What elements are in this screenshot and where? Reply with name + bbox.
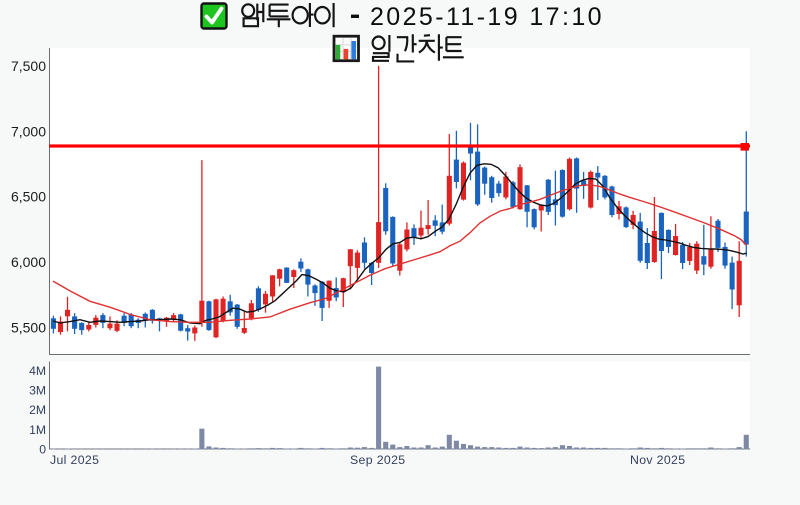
- svg-text:6,000: 6,000: [11, 254, 46, 270]
- svg-text:4M: 4M: [29, 364, 46, 378]
- svg-text:6,500: 6,500: [11, 189, 46, 205]
- svg-text:7,500: 7,500: [11, 58, 46, 74]
- svg-text:2M: 2M: [29, 403, 46, 417]
- svg-text:2025-11-19 17:10: 2025-11-19 17:10: [370, 3, 604, 31]
- svg-text:Jul 2025: Jul 2025: [50, 453, 99, 467]
- svg-text:0: 0: [39, 443, 46, 457]
- svg-text:Sep 2025: Sep 2025: [350, 453, 405, 467]
- svg-text:1M: 1M: [29, 423, 46, 437]
- svg-text:7,000: 7,000: [11, 123, 46, 139]
- svg-text:3M: 3M: [29, 384, 46, 398]
- svg-text:Nov 2025: Nov 2025: [630, 453, 685, 467]
- svg-text:5,500: 5,500: [11, 320, 46, 336]
